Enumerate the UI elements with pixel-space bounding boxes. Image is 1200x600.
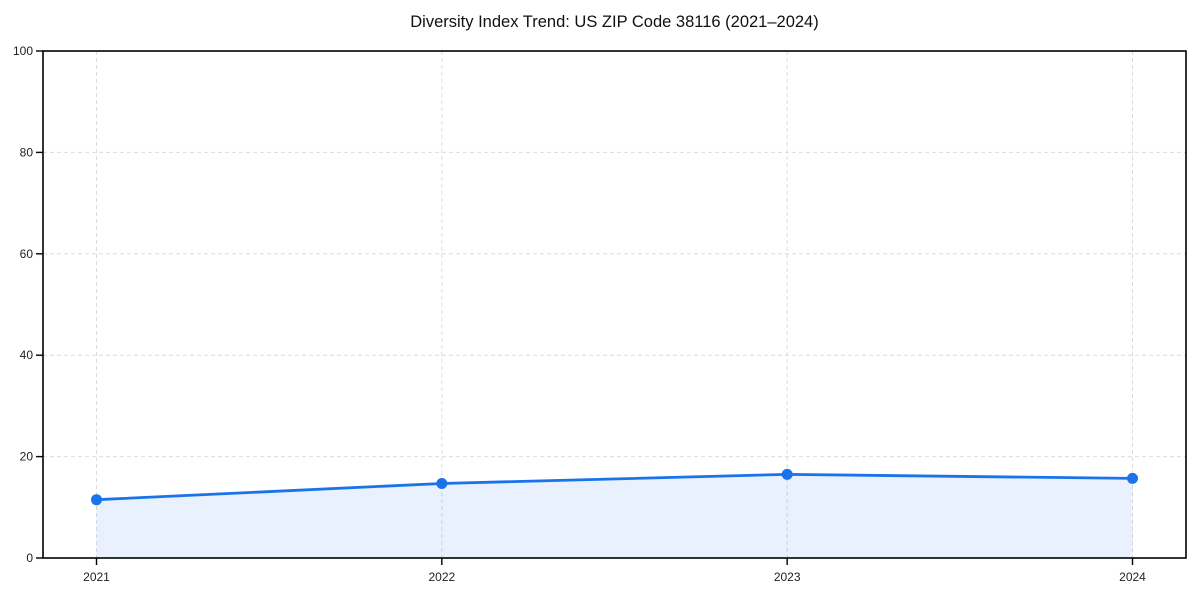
x-tick-label: 2024 [1119,570,1146,584]
y-tick-label: 100 [13,44,33,58]
y-tick-label: 20 [20,450,34,464]
y-tick-label: 80 [20,145,34,159]
data-point-marker [1127,472,1138,484]
trend-line [95,472,1134,502]
x-tick-label: 2022 [428,570,455,584]
data-point-marker [781,468,793,480]
plot-border [42,50,1187,559]
y-tick-label: 0 [26,551,33,565]
y-tick-label: 60 [20,247,34,261]
x-tick-label: 2023 [774,570,801,584]
chart-title: Diversity Index Trend: US ZIP Code 38116… [410,13,819,31]
y-tick-label: 40 [20,348,34,362]
data-point-marker [91,494,102,506]
x-tick-label: 2021 [83,570,110,584]
data-point-marker [436,477,448,489]
area-fill [96,474,1133,558]
